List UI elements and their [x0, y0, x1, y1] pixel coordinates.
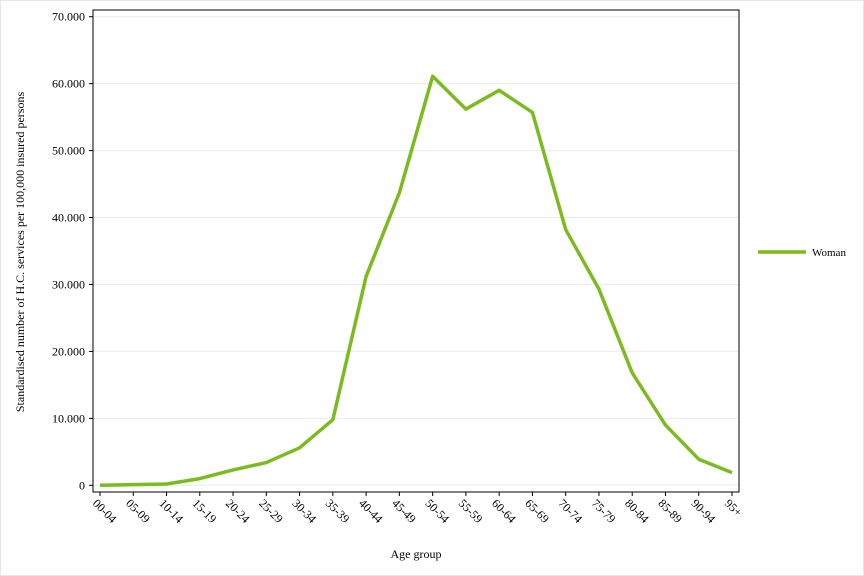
- y-axis-title: Standardised number of H.C. services per…: [13, 92, 27, 413]
- data-line: [99, 74, 733, 488]
- legend-label: Woman: [812, 247, 846, 259]
- y-tick-label: 70.000: [52, 10, 85, 24]
- plot-frame: [92, 9, 740, 493]
- x-axis-title: Age group: [391, 547, 442, 561]
- y-tick-label: 30.000: [52, 277, 85, 291]
- y-tick-label: 60.000: [52, 77, 85, 91]
- y-tick-label: 20.000: [52, 344, 85, 358]
- y-tick-label: 40.000: [52, 211, 85, 225]
- y-tick-label: 10.000: [52, 411, 85, 425]
- y-tick-label: 0: [79, 478, 85, 492]
- y-tick-label: 50.000: [52, 144, 85, 158]
